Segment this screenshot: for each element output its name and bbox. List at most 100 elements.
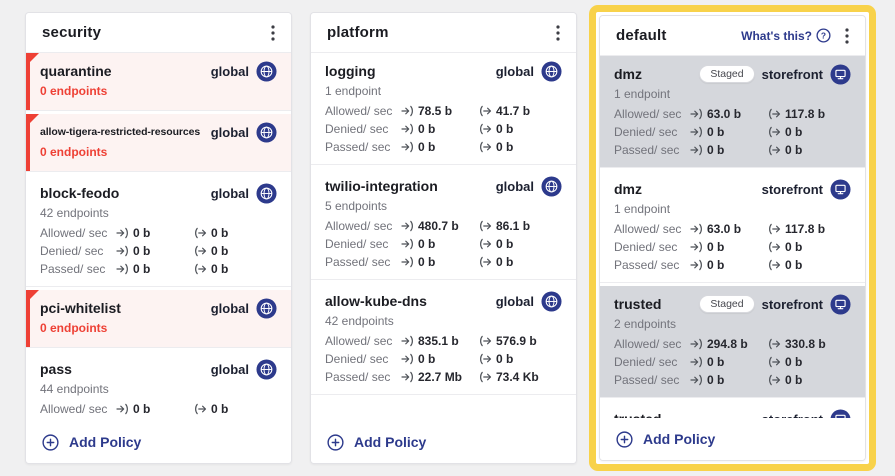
ingress-value: 0 b bbox=[133, 420, 150, 421]
endpoint-count: 44 endpoints bbox=[40, 382, 109, 396]
policy-card[interactable]: pass global 44 endpoints Allowed/ sec bbox=[26, 351, 291, 421]
ingress-value: 0 b bbox=[707, 125, 725, 139]
ingress-value: 0 b bbox=[418, 237, 436, 251]
add-policy-button[interactable]: Add Policy bbox=[600, 418, 865, 460]
kebab-menu-button[interactable] bbox=[841, 26, 853, 46]
policy-scope: storefront bbox=[762, 408, 851, 418]
stat-row: Denied/ sec 0 b 0 b bbox=[325, 120, 562, 138]
policy-card[interactable]: allow-kube-dns global 42 endpoints Allow… bbox=[311, 283, 576, 395]
whats-this-link[interactable]: What's this? ? bbox=[741, 28, 831, 43]
plus-circle-icon bbox=[42, 433, 59, 451]
kebab-menu-button[interactable] bbox=[267, 23, 279, 43]
ingress-stat: 63.0 b bbox=[690, 107, 768, 121]
policy-scope-label: global bbox=[210, 63, 249, 79]
egress-value: 0 b bbox=[785, 125, 803, 139]
egress-value: 0 b bbox=[496, 140, 514, 154]
ingress-value: 78.5 b bbox=[418, 104, 453, 118]
policy-name: logging bbox=[325, 63, 376, 79]
stat-row: Passed/ sec 0 b 0 b bbox=[325, 253, 562, 271]
stat-label: Denied/ sec bbox=[325, 352, 389, 366]
policy-card[interactable]: trusted Staged storefront 2 endpoints Al… bbox=[600, 286, 865, 398]
policy-scope: global bbox=[211, 182, 277, 204]
policy-name: dmz bbox=[614, 66, 642, 82]
globe-icon bbox=[256, 60, 277, 82]
egress-arrow-icon bbox=[480, 141, 492, 153]
kebab-icon bbox=[556, 24, 560, 41]
traffic-stats: Allowed/ sec 0 b 0 b Denied/ sec bbox=[40, 224, 277, 278]
ingress-value: 0 b bbox=[707, 258, 725, 272]
column-header-actions: What's this? ? bbox=[552, 23, 564, 43]
kebab-menu-button[interactable] bbox=[552, 23, 564, 43]
ingress-arrow-icon bbox=[401, 256, 413, 268]
egress-value: 73.4 Kb bbox=[496, 370, 539, 384]
ingress-arrow-icon bbox=[690, 356, 702, 368]
policy-scope: global bbox=[210, 60, 277, 82]
policy-card[interactable]: block-feodo global 42 endpoints Allowed/… bbox=[26, 175, 291, 287]
policy-card-header: allow-kube-dns global bbox=[325, 290, 562, 312]
ingress-stat: 0 b bbox=[116, 226, 194, 240]
stat-row: Denied/ sec 0 b 0 b bbox=[40, 242, 277, 260]
policy-name: twilio-integration bbox=[325, 178, 438, 194]
ingress-stat: 0 b bbox=[401, 122, 479, 136]
stat-row: Passed/ sec 0 b 0 b bbox=[614, 371, 851, 389]
egress-arrow-icon bbox=[769, 126, 781, 138]
stat-row: Denied/ sec 0 b 0 b bbox=[40, 418, 277, 421]
ingress-arrow-icon bbox=[690, 338, 702, 350]
policy-card-header: quarantine global bbox=[40, 60, 277, 82]
globe-icon bbox=[541, 290, 562, 312]
policy-card[interactable]: dmz Staged storefront 1 endpoint Allowed… bbox=[600, 56, 865, 168]
globe-icon bbox=[541, 60, 562, 82]
egress-arrow-icon bbox=[769, 356, 781, 368]
ingress-value: 0 b bbox=[418, 352, 436, 366]
stat-row: Allowed/ sec 480.7 b 86.1 b bbox=[325, 217, 562, 235]
policy-card[interactable]: allow-tigera-restricted-resources global… bbox=[26, 114, 291, 172]
ingress-value: 0 b bbox=[707, 373, 725, 387]
ingress-value: 0 b bbox=[418, 122, 436, 136]
policy-card[interactable]: quarantine global 0 endpoints bbox=[26, 53, 291, 111]
stat-label: Allowed/ sec bbox=[614, 337, 682, 351]
policy-name: pci-whitelist bbox=[40, 300, 121, 316]
policy-card[interactable]: pci-whitelist global 0 endpoints bbox=[26, 290, 291, 348]
egress-value: 0 b bbox=[496, 122, 514, 136]
stat-label: Passed/ sec bbox=[325, 140, 391, 154]
policy-list: dmz Staged storefront 1 endpoint Allowed… bbox=[600, 56, 865, 418]
egress-stat: 117.8 b bbox=[768, 222, 825, 236]
policy-card-header: pci-whitelist global bbox=[40, 297, 277, 319]
stat-row: Denied/ sec 0 b 0 b bbox=[325, 350, 562, 368]
policy-card-header: trusted storefront bbox=[614, 408, 851, 418]
policy-card[interactable]: dmz storefront 1 endpoint Allowed/ sec bbox=[600, 171, 865, 283]
stat-row: Allowed/ sec 63.0 b 117.8 b bbox=[614, 220, 851, 238]
egress-stat: 0 b bbox=[768, 125, 802, 139]
column-header-actions: What's this? ? bbox=[267, 23, 279, 43]
add-policy-button[interactable]: Add Policy bbox=[311, 421, 576, 463]
column-header-actions: What's this? ? bbox=[741, 26, 853, 46]
stat-label: Allowed/ sec bbox=[325, 219, 393, 233]
stat-label: Allowed/ sec bbox=[325, 334, 393, 348]
monitor-icon bbox=[830, 63, 851, 85]
ingress-arrow-icon bbox=[690, 241, 702, 253]
ingress-stat: 0 b bbox=[116, 244, 194, 258]
traffic-stats: Allowed/ sec 0 b 0 b Denied/ sec bbox=[40, 400, 277, 421]
add-policy-button[interactable]: Add Policy bbox=[26, 421, 291, 463]
ingress-stat: 0 b bbox=[116, 420, 194, 421]
policy-card[interactable]: trusted storefront bbox=[600, 401, 865, 418]
ingress-value: 0 b bbox=[418, 255, 436, 269]
policy-card[interactable]: twilio-integration global 5 endpoints Al… bbox=[311, 168, 576, 280]
stat-row: Denied/ sec 0 b 0 b bbox=[614, 353, 851, 371]
egress-stat: 0 b bbox=[768, 373, 802, 387]
plus-circle-icon bbox=[616, 430, 633, 448]
endpoint-count: 42 endpoints bbox=[40, 206, 109, 220]
policy-card[interactable]: logging global 1 endpoint Allowed/ sec bbox=[311, 53, 576, 165]
policy-card-header: allow-tigera-restricted-resources global bbox=[40, 121, 277, 143]
policy-name: trusted bbox=[614, 411, 756, 418]
policy-name: trusted bbox=[614, 296, 662, 312]
ingress-stat: 0 b bbox=[401, 352, 479, 366]
egress-stat: 0 b bbox=[479, 255, 513, 269]
column-title: platform bbox=[327, 24, 389, 41]
column-title: default bbox=[616, 27, 667, 44]
egress-value: 86.1 b bbox=[496, 219, 531, 233]
policy-scope-label: global bbox=[210, 300, 249, 316]
ingress-value: 0 b bbox=[133, 262, 151, 276]
egress-arrow-icon bbox=[195, 403, 207, 415]
